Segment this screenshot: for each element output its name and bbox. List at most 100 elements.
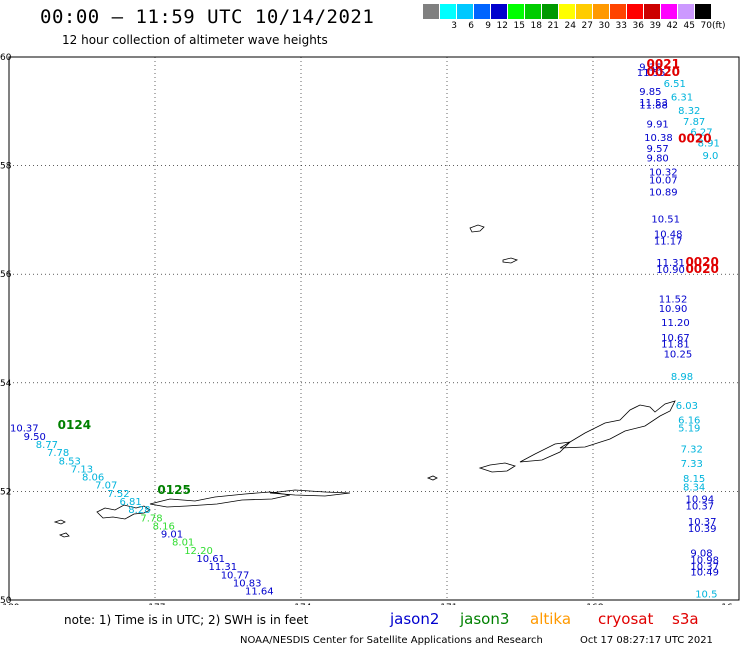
swh-value-label: 9.57 bbox=[647, 144, 669, 155]
scale-swatch bbox=[525, 4, 542, 19]
swh-value-label: 10.07 bbox=[649, 176, 678, 187]
swh-value-label: 10.89 bbox=[649, 187, 678, 198]
scale-tick-label: 12 bbox=[496, 21, 508, 31]
pass-time-label: 0020 bbox=[647, 65, 680, 79]
island-fox bbox=[478, 462, 516, 473]
swh-value-label: 10.37 bbox=[690, 562, 719, 573]
scale-tick-label: 39 bbox=[649, 21, 661, 31]
scale-swatch bbox=[559, 4, 576, 19]
swh-value-label: 7.13 bbox=[71, 464, 93, 475]
scale-tick-label: 45 bbox=[683, 21, 695, 31]
swh-value-label: 8.06 bbox=[82, 473, 104, 484]
scale-tick-label: 42 bbox=[666, 21, 678, 31]
swh-value-label: 10.67 bbox=[661, 333, 690, 344]
swh-value-label: 9.36 bbox=[639, 63, 661, 74]
swh-value-label: 11.64 bbox=[245, 587, 274, 598]
color-scale bbox=[423, 4, 712, 19]
scale-tick-label: 15 bbox=[513, 21, 525, 31]
swh-value-label: 10.5 bbox=[695, 589, 717, 600]
scale-tick-label: 36 bbox=[632, 21, 644, 31]
pass-time-label: 0020 bbox=[685, 262, 718, 276]
longitude-label: -168 bbox=[583, 603, 604, 605]
scale-swatch bbox=[423, 4, 440, 19]
swh-value-label: 10.77 bbox=[221, 570, 250, 581]
swh-value-label: 11.55 bbox=[637, 68, 666, 79]
swh-value-label: 6.27 bbox=[690, 128, 712, 139]
scale-swatch bbox=[542, 4, 559, 19]
swh-value-label: 10.48 bbox=[654, 229, 683, 240]
scale-swatch bbox=[610, 4, 627, 19]
swh-value-label: 7.07 bbox=[95, 481, 117, 492]
swh-value-label: 7.33 bbox=[681, 459, 703, 470]
swh-value-label: 8.34 bbox=[683, 482, 705, 493]
swh-value-label: 8.32 bbox=[678, 106, 700, 117]
scale-tick-label: 70 bbox=[700, 21, 712, 31]
longitude-label: -16 bbox=[718, 603, 733, 605]
credit-text: NOAA/NESDIS Center for Satellite Applica… bbox=[240, 635, 543, 646]
swh-value-label: 10.90 bbox=[659, 304, 688, 315]
legend-item-altika: altika bbox=[530, 610, 572, 628]
longitude-label: -174 bbox=[291, 603, 312, 605]
swh-value-label: 6.03 bbox=[676, 401, 698, 412]
island-small-1 bbox=[53, 519, 66, 525]
scale-swatch bbox=[474, 4, 491, 19]
swh-value-label: 8.15 bbox=[683, 474, 705, 485]
swh-value-label: 6.16 bbox=[678, 416, 700, 427]
swh-value-label: 7.32 bbox=[681, 444, 703, 455]
swh-value-label: 10.25 bbox=[664, 349, 693, 360]
scale-unit: (ft) bbox=[712, 21, 726, 31]
scale-swatch bbox=[440, 4, 457, 19]
scale-swatch bbox=[678, 4, 695, 19]
scale-swatch bbox=[491, 4, 508, 19]
longitude-label: -171 bbox=[437, 603, 457, 605]
swh-value-label: 10.38 bbox=[644, 133, 673, 144]
scale-tick-label: 27 bbox=[581, 21, 593, 31]
swh-value-label: 10.37 bbox=[688, 517, 717, 528]
swh-value-label: 9.01 bbox=[161, 530, 183, 541]
scale-swatch bbox=[695, 4, 712, 19]
swh-value-label: 8.16 bbox=[153, 521, 175, 532]
scale-swatch bbox=[644, 4, 661, 19]
wave-height-map: 60 58 56 54 52 50-180 -177 -174 -171 -168 -16 10.3… bbox=[0, 53, 740, 605]
color-scale-labels: 3 6 9 12 15 18 21 24 27 30 33 36 39 42 45 70 bbox=[423, 21, 712, 31]
swh-value-label: 7.52 bbox=[107, 489, 129, 500]
generated-timestamp: Oct 17 08:27:17 UTC 2021 bbox=[580, 635, 713, 646]
latitude-label: 56 bbox=[0, 270, 12, 280]
scale-swatch bbox=[661, 4, 678, 19]
swh-value-label: 6.81 bbox=[119, 497, 141, 508]
scale-swatch bbox=[593, 4, 610, 19]
swh-value-label: 10.39 bbox=[688, 524, 717, 535]
swh-value-label: 11.81 bbox=[661, 340, 690, 351]
legend-item-jason2: jason2 bbox=[390, 610, 440, 628]
swh-value-label: 9.85 bbox=[639, 87, 661, 98]
latitude-label: 52 bbox=[0, 487, 11, 497]
swh-value-label: 8.77 bbox=[36, 440, 58, 451]
map-frame bbox=[8, 56, 740, 601]
scale-tick-label: 6 bbox=[468, 21, 474, 31]
footer-note: note: 1) Time is in UTC; 2) SWH is in fe… bbox=[64, 613, 309, 627]
swh-value-label: 5.19 bbox=[678, 424, 700, 435]
swh-value-label: 10.98 bbox=[690, 556, 719, 567]
swh-value-label: 10.51 bbox=[651, 215, 680, 226]
pass-time-label: 0124 bbox=[58, 418, 91, 432]
swh-readings: 10.379.508.777.788.537.138.067.077.526.8… bbox=[10, 63, 720, 601]
pass-time-label: 0125 bbox=[157, 483, 190, 497]
scale-tick-label: 33 bbox=[615, 21, 627, 31]
longitude-label: -180 bbox=[0, 603, 20, 605]
aleutian-coastline bbox=[53, 224, 676, 538]
swh-value-label: 6.31 bbox=[671, 92, 693, 103]
swh-value-label: 8.98 bbox=[671, 372, 693, 383]
scale-swatch bbox=[576, 4, 593, 19]
scale-tick-label: 30 bbox=[598, 21, 610, 31]
swh-value-label: 9.50 bbox=[24, 432, 46, 443]
swh-value-label: 10.83 bbox=[233, 578, 262, 589]
island-chain-west bbox=[96, 504, 151, 520]
island-pribilof-1 bbox=[469, 224, 485, 233]
swh-value-label: 11.31 bbox=[209, 562, 238, 573]
latitude-label: 54 bbox=[0, 379, 12, 389]
pass-time-label: 0021 bbox=[647, 57, 680, 71]
scale-swatch bbox=[627, 4, 644, 19]
scale-tick-label: 21 bbox=[547, 21, 559, 31]
swh-value-label: 8.91 bbox=[698, 139, 720, 150]
